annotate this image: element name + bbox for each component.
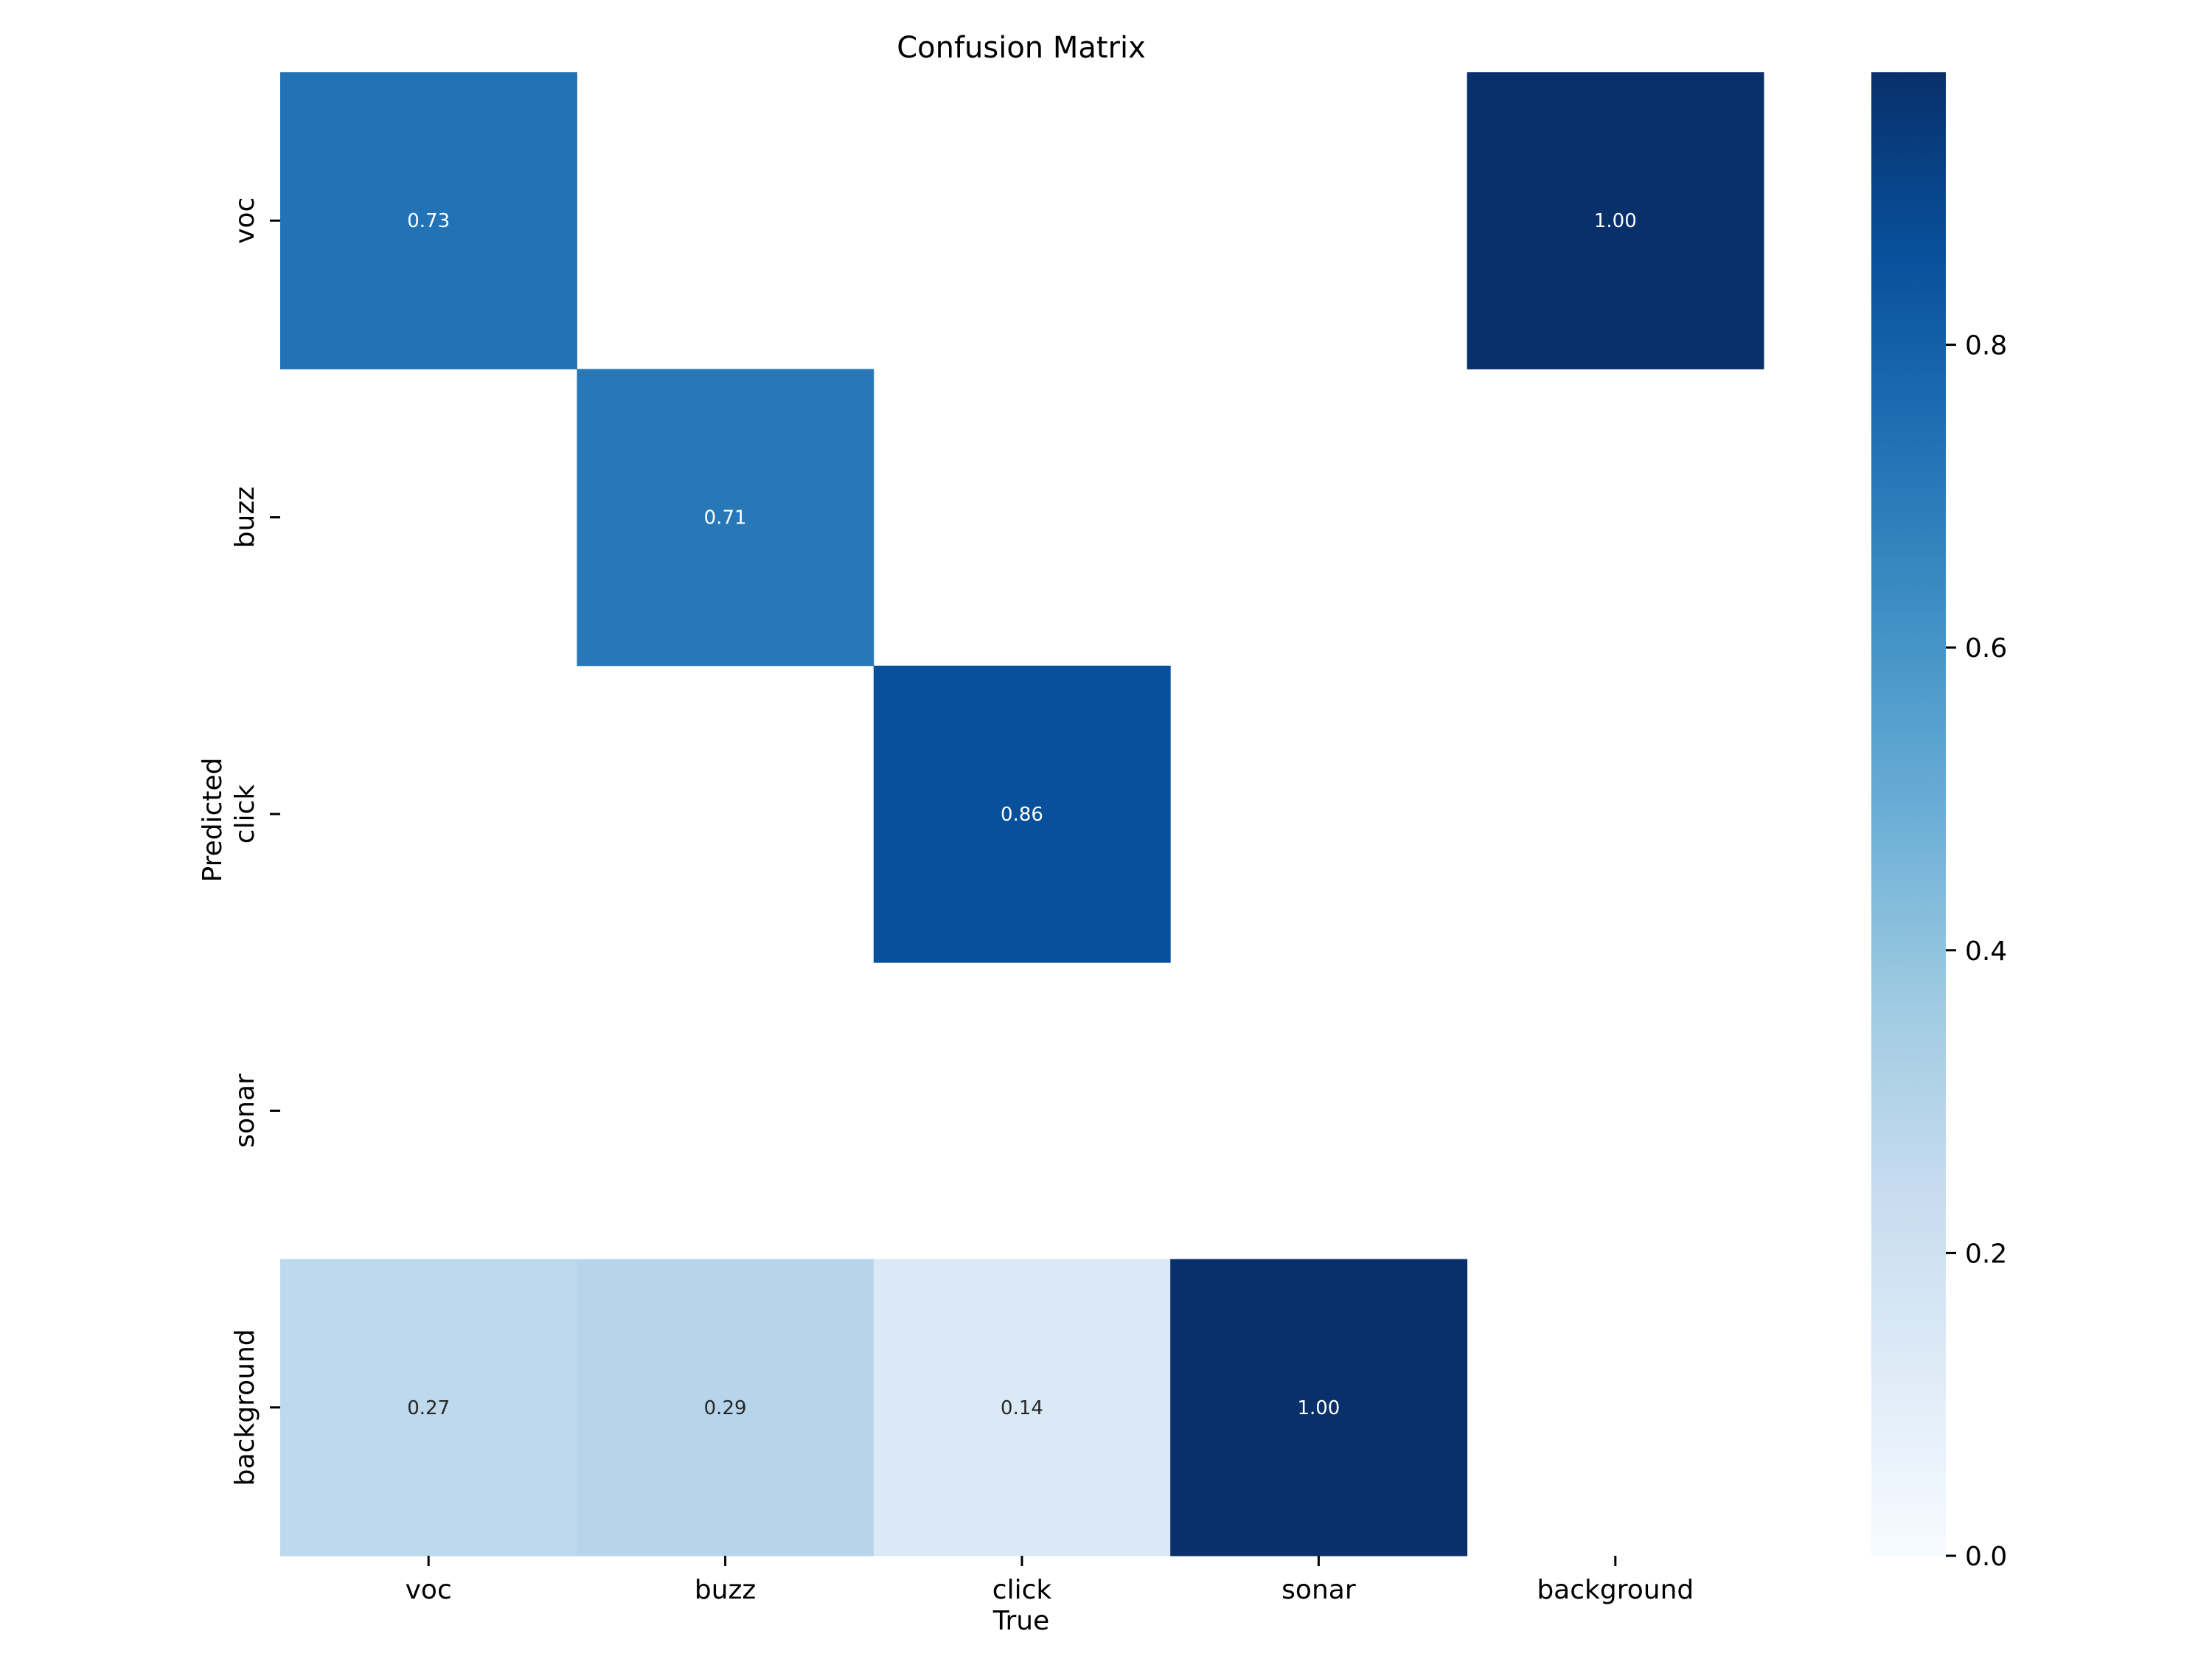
heatmap-cell-buzz-buzz xyxy=(577,369,874,667)
chart-title: Confusion Matrix xyxy=(897,31,1146,65)
y-tick-label-background: background xyxy=(230,1329,260,1486)
cell-value-label: 0.73 xyxy=(407,210,450,232)
heatmap-cell-voc-background xyxy=(1467,72,1764,369)
heatmap-cells xyxy=(280,72,1764,1557)
colorbar-tick-label: 0.6 xyxy=(1965,633,2007,664)
heatmap-cell-click-click xyxy=(873,665,1171,963)
heatmap-cell-voc-voc xyxy=(280,72,577,369)
heatmap-cell-background-click xyxy=(873,1259,1171,1557)
x-axis-ticks: voc buzz click sonar background xyxy=(406,1556,1694,1605)
cell-value-label: 1.00 xyxy=(1594,210,1637,232)
colorbar-ticks: 0.0 0.2 0.4 0.6 0.8 xyxy=(1946,331,2007,1572)
y-tick-label-sonar: sonar xyxy=(230,1074,260,1148)
x-axis-label: True xyxy=(992,1606,1049,1636)
colorbar-tick-label: 0.2 xyxy=(1965,1239,2007,1269)
cell-value-label: 0.71 xyxy=(704,507,747,529)
cell-value-label: 0.86 xyxy=(1001,804,1043,826)
y-tick-label-buzz: buzz xyxy=(230,487,260,548)
x-tick-label-sonar: sonar xyxy=(1281,1575,1356,1605)
heatmap-cell-background-sonar xyxy=(1170,1259,1468,1557)
y-tick-label-click: click xyxy=(230,785,260,844)
x-tick-label-click: click xyxy=(992,1575,1052,1605)
cell-value-label: 1.00 xyxy=(1297,1397,1340,1419)
cell-value-label: 0.29 xyxy=(704,1397,747,1419)
heatmap-cell-labels: 0.73 1.00 0.71 0.86 0.27 0.29 0.14 1.00 xyxy=(407,210,1636,1419)
x-tick-label-voc: voc xyxy=(406,1575,452,1605)
y-axis-label: Predicted xyxy=(198,758,228,883)
colorbar-tick-label: 0.0 xyxy=(1965,1542,2007,1572)
y-axis-ticks: voc buzz click sonar background xyxy=(230,198,280,1486)
x-tick-label-buzz: buzz xyxy=(695,1575,756,1605)
colorbar-tick-label: 0.4 xyxy=(1965,936,2007,967)
heatmap-cell-background-voc xyxy=(280,1259,577,1557)
heatmap-cell-background-buzz xyxy=(577,1259,874,1557)
y-tick-label-voc: voc xyxy=(230,198,260,244)
cell-value-label: 0.27 xyxy=(407,1397,450,1419)
colorbar xyxy=(1871,72,1946,1556)
cell-value-label: 0.14 xyxy=(1001,1397,1043,1419)
x-tick-label-background: background xyxy=(1537,1575,1694,1605)
colorbar-tick-label: 0.8 xyxy=(1965,331,2007,361)
